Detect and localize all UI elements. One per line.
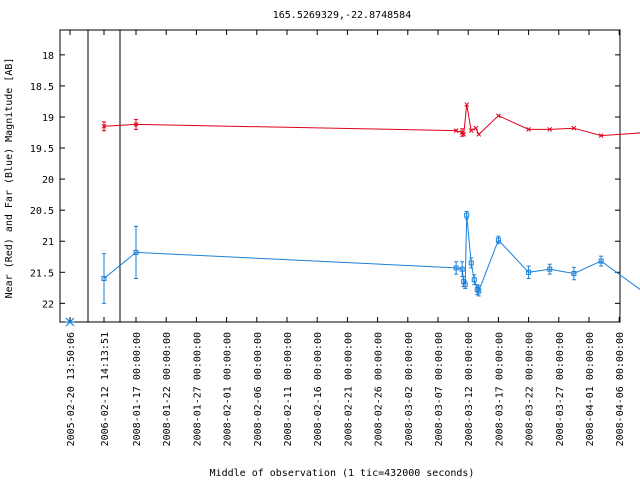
data-point (526, 127, 531, 132)
data-point (476, 132, 482, 137)
data-point (526, 269, 532, 275)
y-tick-label: 18 (42, 51, 54, 62)
series-line (103, 215, 640, 292)
x-tick-label: 2008-04-06 00:00:00 (615, 332, 626, 446)
series-1 (101, 210, 640, 304)
data-point (453, 128, 459, 134)
x-tick-label: 2008-04-01 00:00:00 (585, 332, 596, 446)
data-point (462, 282, 468, 288)
x-tick-label: 2008-03-27 00:00:00 (555, 332, 566, 446)
data-point (598, 258, 604, 264)
x-tick-label: 2008-01-27 00:00:00 (192, 332, 203, 446)
asterisk-point (65, 317, 75, 327)
data-point (133, 249, 139, 255)
axes: 18 18.5 19 19.5 20 20.5 21 21.5 22 2005-02-20 13:… (30, 29, 626, 446)
y-tick-label: 22 (42, 299, 54, 310)
y-tick-label: 21.5 (30, 268, 54, 279)
x-tick-label: 2008-02-26 00:00:00 (374, 332, 385, 446)
y-tick-label: 20.5 (30, 206, 54, 217)
x-tick-label: 2008-03-07 00:00:00 (434, 332, 445, 446)
x-tick-label: 2008-02-11 00:00:00 (283, 332, 294, 446)
data-point (571, 125, 577, 131)
data-point (473, 125, 479, 131)
data-point (459, 266, 465, 272)
x-tick-label: 2008-01-17 00:00:00 (132, 332, 143, 446)
data-point (464, 102, 470, 107)
series-0 (101, 102, 640, 138)
y-tick-label: 21 (42, 237, 54, 248)
data-point (464, 212, 470, 218)
chart-title: 165.5269329,-22.8748584 (273, 10, 411, 21)
data-point (468, 128, 474, 134)
data-point (547, 266, 553, 272)
x-axis-label: Middle of observation (1 tic=432000 seco… (210, 468, 475, 479)
data-point (496, 113, 501, 119)
data-series (65, 102, 640, 327)
x-tick-label: 2008-02-21 00:00:00 (343, 332, 354, 446)
x-tick-label: 2008-03-12 00:00:00 (464, 332, 475, 446)
y-tick-label: 19.5 (30, 144, 54, 155)
data-point (547, 127, 553, 132)
y-tick-label: 18.5 (30, 82, 54, 93)
data-point (101, 276, 107, 282)
data-point (571, 271, 577, 277)
data-point (101, 123, 107, 129)
data-point (476, 288, 482, 294)
x-tick-label: 2008-02-06 00:00:00 (253, 332, 264, 446)
series-line (103, 104, 640, 137)
plot-frame (59, 29, 621, 323)
x-tick-label: 2008-03-02 00:00:00 (404, 332, 415, 446)
x-tick-label: 2008-02-01 00:00:00 (223, 332, 234, 446)
data-point (461, 132, 467, 137)
x-tick-label: 2008-03-17 00:00:00 (494, 332, 505, 446)
data-point (468, 260, 474, 266)
x-tick-label: 2006-02-12 14:13:51 (100, 332, 111, 446)
data-point (133, 122, 139, 127)
x-tick-label: 2005-02-20 13:50:06 (66, 332, 77, 446)
y-tick-label: 19 (42, 113, 54, 124)
data-point (495, 237, 501, 243)
x-tick-label: 2008-03-22 00:00:00 (525, 332, 536, 446)
data-point (453, 265, 459, 271)
y-axis-label: Near (Red) and Far (Blue) Magnitude [AB] (4, 58, 15, 299)
data-point (598, 133, 604, 138)
data-point (471, 277, 477, 283)
y-tick-label: 20 (42, 175, 54, 186)
x-tick-label: 2008-02-16 00:00:00 (313, 332, 324, 446)
x-tick-label: 2008-01-22 00:00:00 (162, 332, 173, 446)
